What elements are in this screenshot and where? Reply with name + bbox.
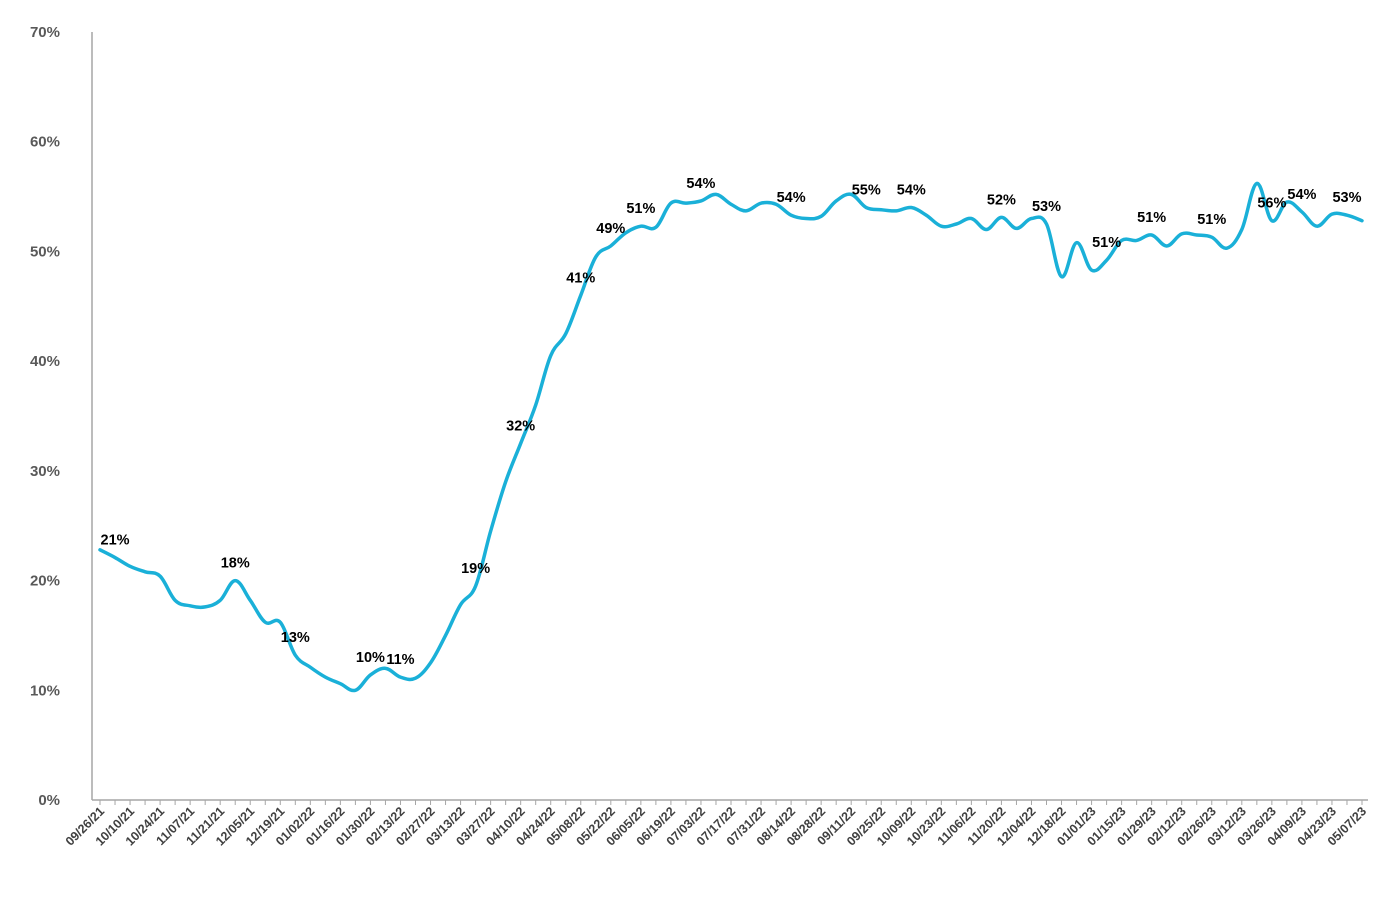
y-tick-label: 10% <box>30 682 60 699</box>
data-label: 54% <box>777 190 806 206</box>
y-tick-label: 70% <box>30 24 60 41</box>
y-tick-label: 30% <box>30 463 60 480</box>
data-label: 13% <box>281 630 310 646</box>
data-label: 21% <box>101 533 130 549</box>
data-label: 11% <box>386 652 414 668</box>
series-line <box>98 181 1364 693</box>
y-tick-label: 40% <box>30 353 60 370</box>
data-label: 54% <box>1287 187 1316 203</box>
data-label: 55% <box>852 183 881 199</box>
y-axis-ticks: 0% 10% 20% 30% 40% 50% 60% 70% <box>30 24 60 809</box>
data-label: 51% <box>1137 210 1166 226</box>
x-axis-ticks: 09/26/2110/10/2110/24/2111/07/2111/21/21… <box>63 800 1369 849</box>
data-label: 51% <box>1197 212 1226 228</box>
data-label: 18% <box>221 556 250 572</box>
data-label: 49% <box>596 221 625 237</box>
data-label: 53% <box>1332 190 1361 206</box>
data-label: 53% <box>1032 199 1061 215</box>
data-label: 32% <box>506 418 535 434</box>
data-label: 51% <box>626 201 655 217</box>
data-label: 54% <box>686 176 715 192</box>
axes <box>91 32 1368 801</box>
data-label: 52% <box>987 192 1016 208</box>
data-label: 41% <box>566 270 595 286</box>
y-tick-label: 20% <box>30 573 60 590</box>
data-label: 10% <box>356 650 385 666</box>
y-tick-label: 0% <box>38 792 60 809</box>
data-label: 19% <box>461 561 490 577</box>
data-label: 54% <box>897 183 926 199</box>
data-label: 51% <box>1092 235 1121 251</box>
y-tick-label: 60% <box>30 134 60 151</box>
y-tick-label: 50% <box>30 243 60 260</box>
series-group <box>98 181 1364 693</box>
data-label: 56% <box>1257 196 1286 212</box>
data-labels: 21%18%13%10% 11%19%32%41%49%51%54%54% 55% 5… <box>101 176 1362 668</box>
